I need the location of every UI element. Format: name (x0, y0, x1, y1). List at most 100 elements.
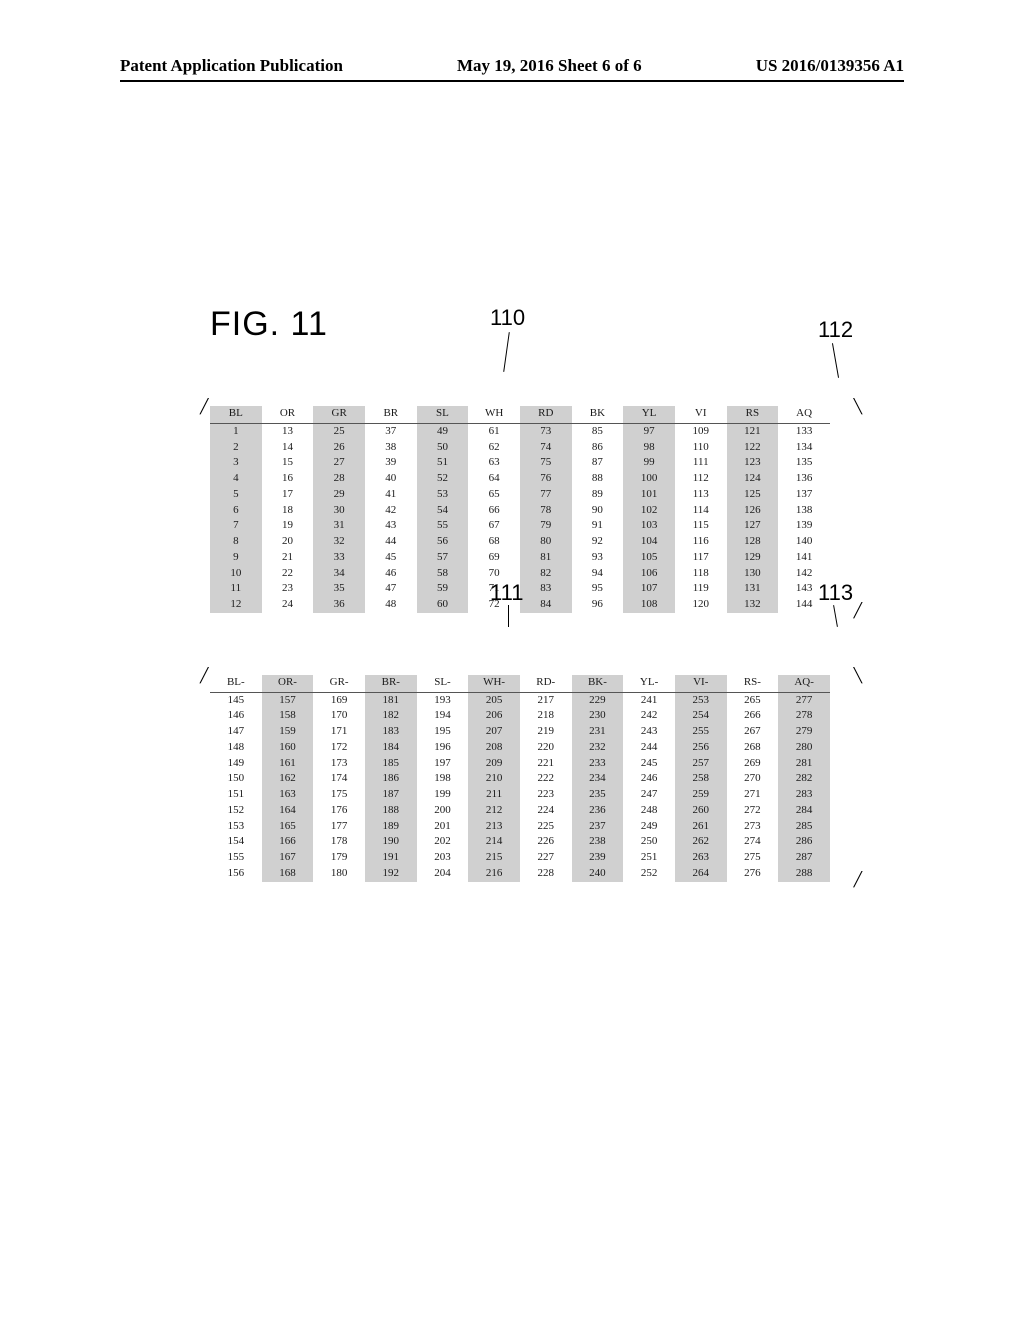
cell: 282 (778, 771, 830, 787)
cell: 284 (778, 803, 830, 819)
cell: 112 (675, 471, 727, 487)
cell: 248 (623, 803, 675, 819)
cell: 223 (520, 787, 572, 803)
cell: 242 (623, 708, 675, 724)
cell: 24 (262, 597, 314, 613)
table-row: 31527395163758799111123135 (210, 455, 830, 471)
cell: 121 (727, 423, 779, 439)
cell: 255 (675, 724, 727, 740)
cell: 219 (520, 724, 572, 740)
table-row: 148160172184196208220232244256268280 (210, 740, 830, 756)
cell: 188 (365, 803, 417, 819)
cell: 91 (572, 518, 624, 534)
col-header: BL- (210, 675, 262, 692)
cell: 21 (262, 550, 314, 566)
cell: 48 (365, 597, 417, 613)
cell: 193 (417, 692, 469, 708)
cell: 39 (365, 455, 417, 471)
cell: 153 (210, 819, 262, 835)
cell: 58 (417, 566, 469, 582)
cell: 218 (520, 708, 572, 724)
cell: 67 (468, 518, 520, 534)
table-row: 719314355677991103115127139 (210, 518, 830, 534)
table-row: 11325374961738597109121133 (210, 423, 830, 439)
cell: 177 (313, 819, 365, 835)
cell: 42 (365, 503, 417, 519)
cell: 37 (365, 423, 417, 439)
cell: 19 (262, 518, 314, 534)
cell: 238 (572, 834, 624, 850)
cell: 281 (778, 756, 830, 772)
cell: 149 (210, 756, 262, 772)
cell: 285 (778, 819, 830, 835)
cell: 52 (417, 471, 469, 487)
cell: 136 (778, 471, 830, 487)
cell: 169 (313, 692, 365, 708)
cell: 161 (262, 756, 314, 772)
cell: 262 (675, 834, 727, 850)
cell: 7 (210, 518, 262, 534)
table-row: 618304254667890102114126138 (210, 503, 830, 519)
cell: 222 (520, 771, 572, 787)
cell: 227 (520, 850, 572, 866)
table-row: 145157169181193205217229241253265277 (210, 692, 830, 708)
cell: 174 (313, 771, 365, 787)
col-header: BR (365, 406, 417, 423)
table-1-wrap: ╱ ╲ ╱ BLORGRBRSLWHRDBKYLVIRSAQ1132537496… (210, 406, 850, 613)
cell: 120 (675, 597, 727, 613)
cell: 110 (675, 440, 727, 456)
table-row: 517294153657789101113125137 (210, 487, 830, 503)
cell: 264 (675, 866, 727, 882)
col-header: BK (572, 406, 624, 423)
cell: 98 (623, 440, 675, 456)
brace-tl-2: ╱ (200, 667, 208, 684)
cell: 172 (313, 740, 365, 756)
cell: 163 (262, 787, 314, 803)
cell: 271 (727, 787, 779, 803)
cell: 105 (623, 550, 675, 566)
col-header: RS (727, 406, 779, 423)
cell: 54 (417, 503, 469, 519)
cell: 148 (210, 740, 262, 756)
cell: 61 (468, 423, 520, 439)
col-header: RS- (727, 675, 779, 692)
cell: 216 (468, 866, 520, 882)
cell: 258 (675, 771, 727, 787)
cell: 93 (572, 550, 624, 566)
cell: 256 (675, 740, 727, 756)
cell: 252 (623, 866, 675, 882)
cell: 175 (313, 787, 365, 803)
cell: 160 (262, 740, 314, 756)
cell: 147 (210, 724, 262, 740)
cell: 270 (727, 771, 779, 787)
cell: 5 (210, 487, 262, 503)
col-header: VI (675, 406, 727, 423)
cell: 141 (778, 550, 830, 566)
cell: 266 (727, 708, 779, 724)
table-row: 820324456688092104116128140 (210, 534, 830, 550)
table-row: 153165177189201213225237249261273285 (210, 819, 830, 835)
cell: 96 (572, 597, 624, 613)
col-header: AQ- (778, 675, 830, 692)
cell: 235 (572, 787, 624, 803)
cell: 81 (520, 550, 572, 566)
col-header: VI- (675, 675, 727, 692)
col-header: AQ (778, 406, 830, 423)
cell: 187 (365, 787, 417, 803)
cell: 125 (727, 487, 779, 503)
cell: 182 (365, 708, 417, 724)
cell: 18 (262, 503, 314, 519)
cell: 211 (468, 787, 520, 803)
cell: 80 (520, 534, 572, 550)
cell: 146 (210, 708, 262, 724)
cell: 92 (572, 534, 624, 550)
col-header: SL (417, 406, 469, 423)
cell: 56 (417, 534, 469, 550)
cell: 260 (675, 803, 727, 819)
cell: 165 (262, 819, 314, 835)
cell: 31 (313, 518, 365, 534)
cell: 237 (572, 819, 624, 835)
table-row: 921334557698193105117129141 (210, 550, 830, 566)
cell: 253 (675, 692, 727, 708)
cell: 43 (365, 518, 417, 534)
